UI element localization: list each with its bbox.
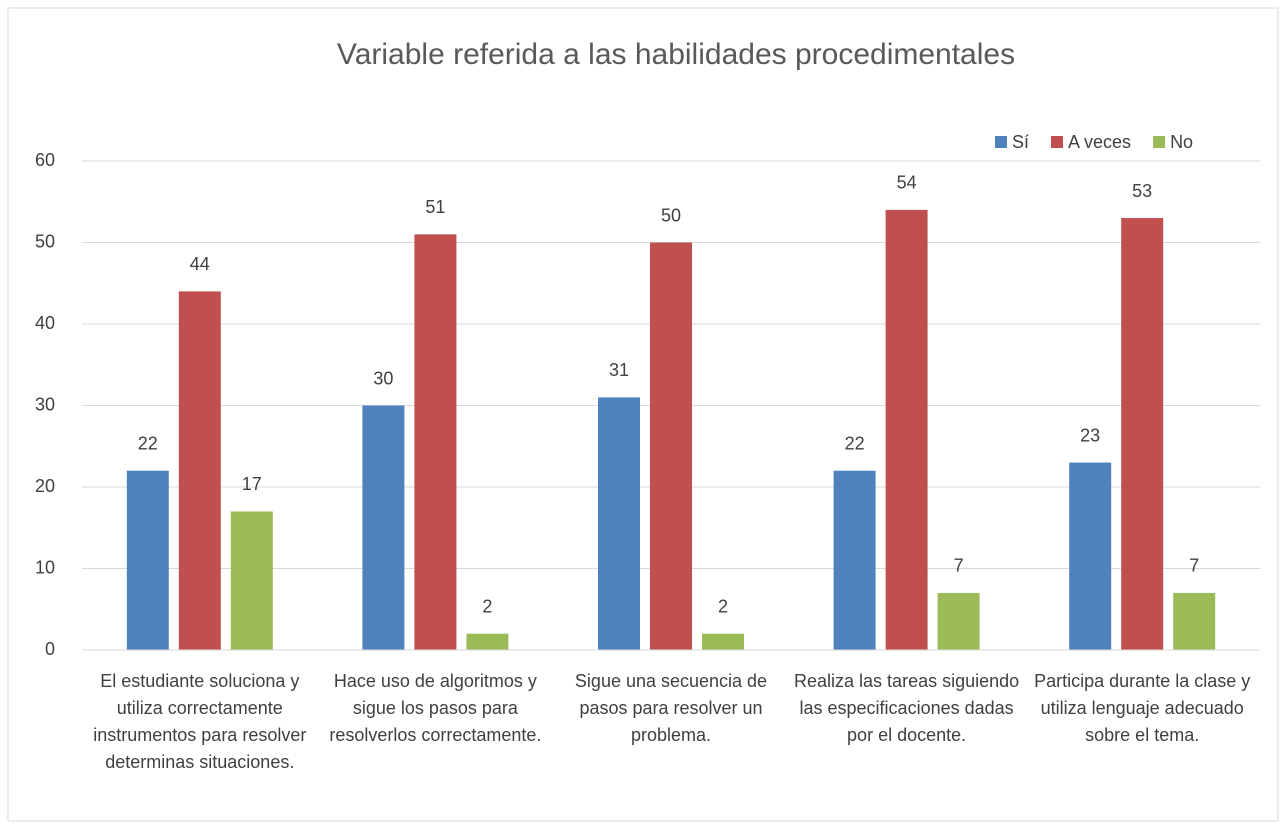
data-label: 53 — [1132, 181, 1152, 201]
bar — [833, 470, 876, 650]
y-tick-label: 0 — [45, 639, 55, 659]
bar — [126, 470, 169, 650]
x-tick-label: Participa durante la clase y utiliza len… — [1034, 671, 1251, 745]
data-label: 50 — [661, 205, 681, 225]
data-label: 44 — [190, 254, 210, 274]
bar — [598, 397, 640, 650]
data-label: 7 — [1189, 556, 1199, 576]
data-label: 30 — [373, 368, 393, 388]
data-label: 23 — [1080, 425, 1100, 445]
legend-label: Sí — [1012, 132, 1029, 152]
legend-label: No — [1170, 132, 1193, 152]
bar — [178, 291, 221, 650]
legend-swatch — [995, 136, 1007, 148]
data-label: 22 — [845, 433, 865, 453]
data-label: 31 — [609, 360, 629, 380]
x-tick-label: Sigue una secuencia de pasos para resolv… — [574, 671, 768, 745]
data-label: 22 — [138, 433, 158, 453]
legend-swatch — [1051, 136, 1064, 148]
x-tick-label: Hace uso de algoritmos y sigue los pasos… — [329, 671, 542, 745]
x-tick-label: El estudiante soluciona y utiliza correc… — [93, 671, 307, 772]
bar — [885, 209, 928, 650]
y-tick-label: 60 — [35, 150, 55, 170]
chart-title: Variable referida a las habilidades proc… — [337, 38, 1015, 71]
data-label: 7 — [954, 556, 964, 576]
data-label: 51 — [425, 197, 445, 217]
bar — [702, 633, 744, 650]
bar — [1173, 592, 1216, 650]
x-tick-label: Realiza las tareas siguiendo las especif… — [794, 671, 1020, 745]
y-tick-label: 20 — [35, 476, 55, 496]
bar — [362, 405, 405, 650]
data-label: 54 — [897, 173, 917, 193]
data-label: 17 — [242, 474, 262, 494]
bar — [1121, 218, 1164, 651]
bar — [466, 633, 509, 650]
bar — [230, 511, 273, 650]
y-tick-label: 40 — [35, 313, 55, 333]
data-label: 2 — [482, 596, 492, 616]
bar — [414, 234, 457, 650]
data-label: 2 — [718, 596, 728, 616]
bar — [650, 242, 692, 650]
y-tick-label: 50 — [35, 231, 55, 251]
bar — [937, 592, 980, 650]
legend-label: A veces — [1068, 132, 1131, 152]
y-tick-label: 30 — [35, 394, 55, 414]
legend-swatch — [1153, 136, 1166, 148]
bar — [1069, 462, 1112, 650]
y-tick-label: 10 — [35, 557, 55, 577]
